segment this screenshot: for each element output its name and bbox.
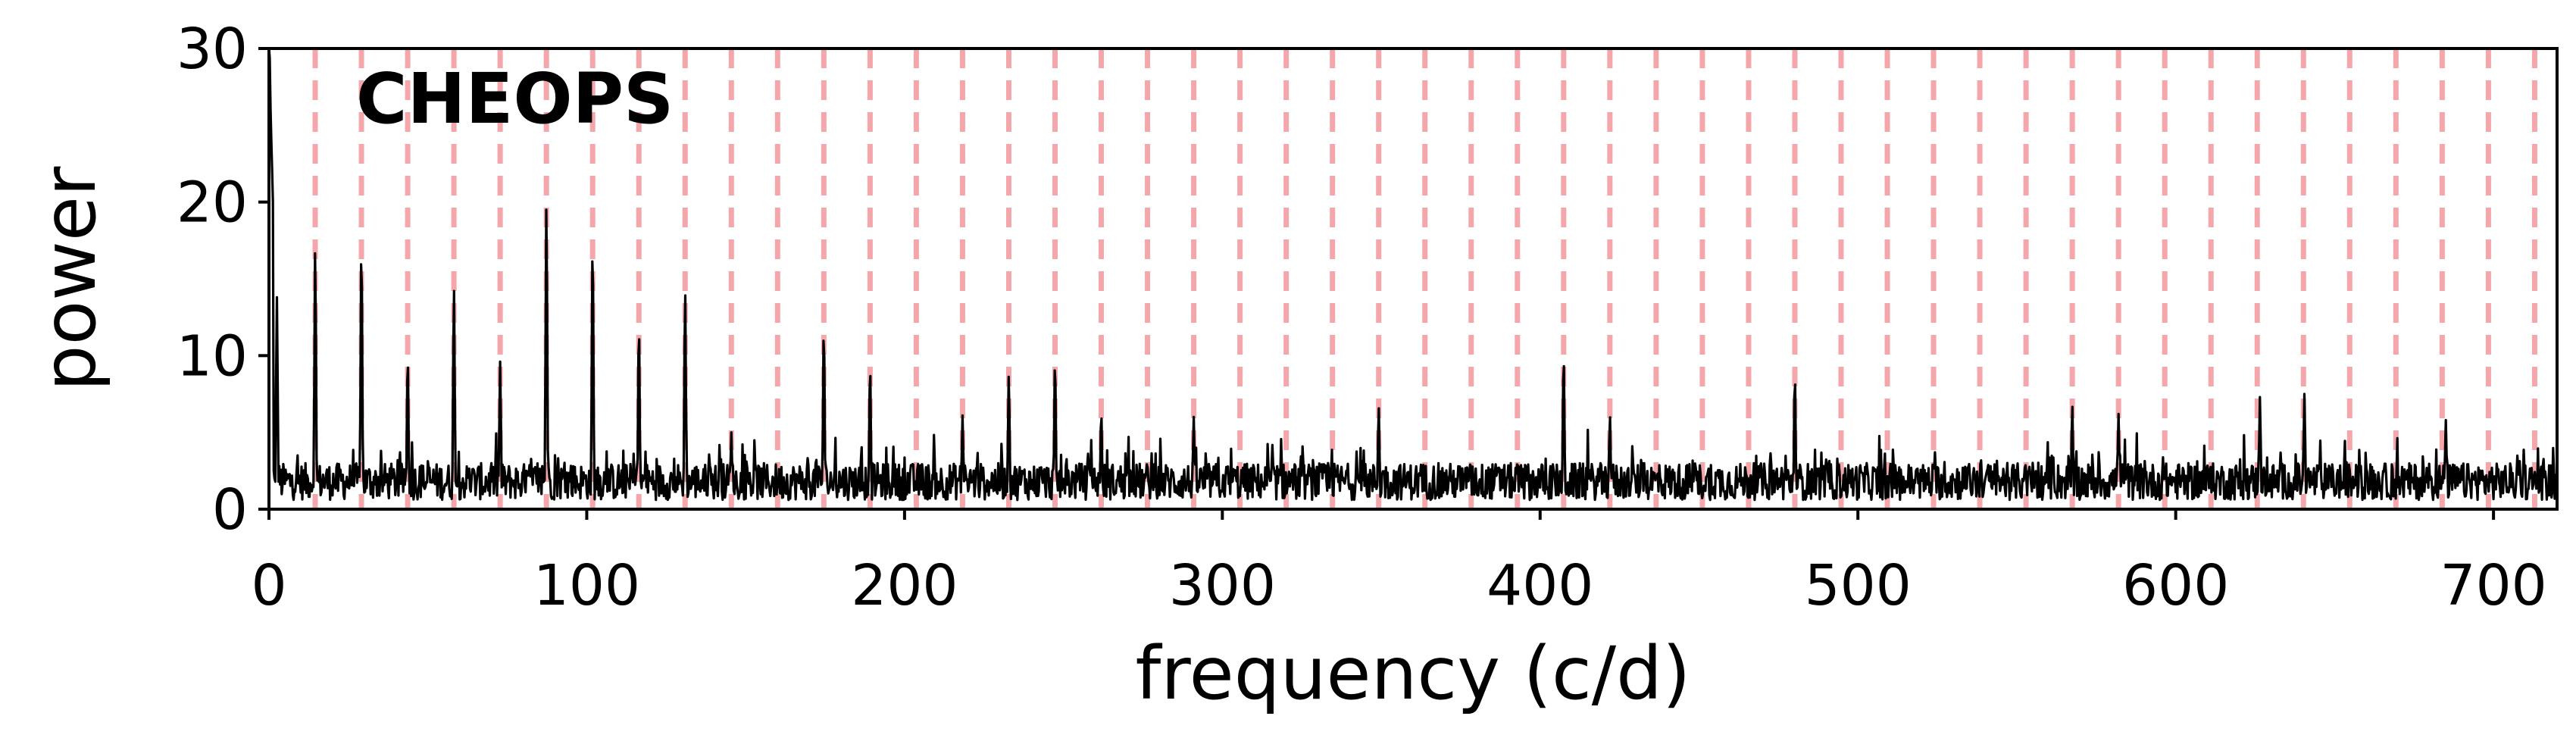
y-tick-label: 10 [177, 324, 248, 389]
y-axis-label: power [27, 166, 112, 391]
y-tick-label: 0 [212, 477, 248, 543]
y-tick-label: 20 [177, 170, 248, 236]
x-tick-label: 500 [1805, 553, 1912, 618]
x-tick-label: 100 [533, 553, 640, 618]
x-tick-label: 700 [2440, 553, 2546, 618]
x-tick-label: 0 [251, 553, 286, 618]
power-spectrum-line [269, 48, 2557, 502]
cheops-label: CHEOPS [356, 58, 674, 139]
x-tick-label: 300 [1169, 553, 1276, 618]
x-axis-ticks: 0 100 200 300 400 500 600 700 [251, 509, 2547, 618]
x-axis-label: frequency (c/d) [1136, 631, 1691, 716]
x-tick-label: 400 [1487, 553, 1593, 618]
plot-frame [267, 47, 2559, 511]
x-tick-label: 600 [2122, 553, 2229, 618]
x-tick-label: 200 [851, 553, 958, 618]
y-axis-ticks: 0 10 20 30 [177, 17, 269, 543]
power-spectrum-series [269, 48, 2557, 502]
y-tick-label: 30 [177, 17, 248, 82]
